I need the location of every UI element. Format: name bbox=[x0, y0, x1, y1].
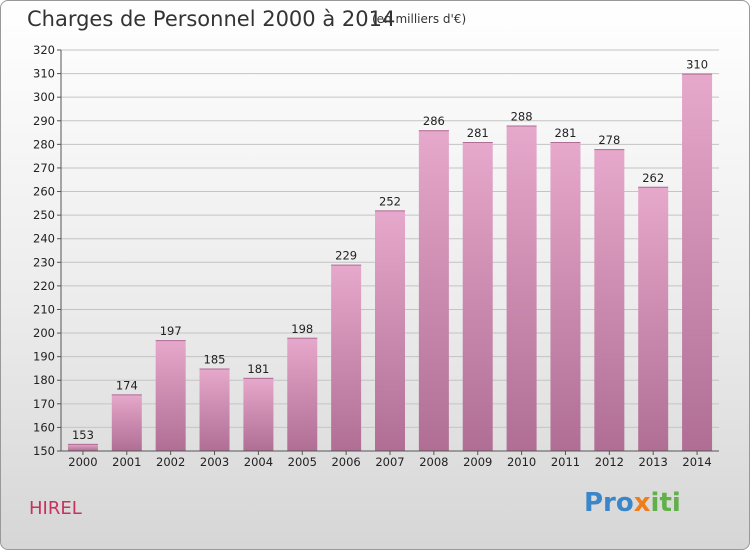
data-label: 252 bbox=[379, 194, 401, 208]
data-label: 174 bbox=[116, 378, 138, 392]
x-tick-label: 2003 bbox=[200, 455, 229, 469]
y-tick-label: 190 bbox=[33, 350, 55, 364]
bar bbox=[331, 264, 362, 451]
x-axis-ticks: 2000 2001 2002 2003 2004 2005 2006 2007 2008 2009… bbox=[68, 451, 712, 469]
y-tick-label: 150 bbox=[33, 444, 55, 458]
y-tick-label: 220 bbox=[33, 279, 55, 293]
y-axis-ticks: 150 160 170 180 190 200 210 220 230 240 250 260 270 2… bbox=[33, 43, 61, 458]
chart-subtitle: (en milliers d'€) bbox=[372, 12, 467, 26]
bar bbox=[287, 337, 318, 451]
logo-text-pro: Pro bbox=[584, 488, 634, 518]
x-tick-label: 2005 bbox=[288, 455, 317, 469]
bar bbox=[375, 210, 405, 451]
bar bbox=[638, 186, 669, 451]
y-tick-label: 200 bbox=[33, 326, 55, 340]
y-tick-label: 280 bbox=[33, 137, 55, 151]
y-tick-label: 160 bbox=[33, 420, 55, 434]
bar bbox=[243, 377, 274, 451]
proxiti-logo: Proxiti bbox=[584, 488, 681, 518]
bar bbox=[67, 443, 98, 451]
bar bbox=[111, 394, 142, 451]
x-tick-label: 2014 bbox=[682, 455, 711, 469]
y-tick-label: 310 bbox=[33, 67, 55, 81]
bar bbox=[418, 130, 449, 451]
data-label: 281 bbox=[554, 126, 576, 140]
bar bbox=[506, 125, 537, 451]
x-tick-label: 2001 bbox=[112, 455, 141, 469]
x-tick-label: 2008 bbox=[419, 455, 448, 469]
y-tick-label: 240 bbox=[33, 232, 55, 246]
data-label: 185 bbox=[204, 352, 226, 366]
x-tick-label: 2010 bbox=[507, 455, 536, 469]
data-labels: 153 174 197 185 181 198 229 252 286 281 288 281 278 2… bbox=[72, 58, 708, 442]
y-tick-label: 170 bbox=[33, 397, 55, 411]
bar bbox=[155, 340, 186, 451]
x-tick-label: 2000 bbox=[68, 455, 97, 469]
x-tick-label: 2007 bbox=[375, 455, 404, 469]
x-tick-label: 2009 bbox=[463, 455, 492, 469]
bar bbox=[682, 73, 713, 452]
data-label: 197 bbox=[160, 324, 182, 338]
bars bbox=[67, 73, 713, 452]
y-tick-label: 230 bbox=[33, 255, 55, 269]
data-label: 286 bbox=[423, 114, 445, 128]
commune-name: HIREL bbox=[29, 498, 82, 519]
bar bbox=[462, 141, 493, 451]
bar bbox=[550, 141, 581, 451]
x-tick-label: 2006 bbox=[331, 455, 360, 469]
data-label: 198 bbox=[291, 322, 313, 336]
y-tick-label: 260 bbox=[33, 185, 55, 199]
x-tick-label: 2013 bbox=[639, 455, 668, 469]
y-tick-label: 180 bbox=[33, 373, 55, 387]
data-label: 229 bbox=[335, 249, 357, 263]
x-tick-label: 2004 bbox=[244, 455, 273, 469]
chart-title: Charges de Personnel 2000 à 2014 bbox=[27, 7, 396, 31]
data-label: 288 bbox=[511, 109, 533, 123]
logo-text-iti: iti bbox=[650, 488, 681, 518]
data-label: 278 bbox=[598, 133, 620, 147]
bar bbox=[594, 149, 625, 451]
y-tick-label: 210 bbox=[33, 302, 55, 316]
data-label: 153 bbox=[72, 428, 94, 442]
data-label: 181 bbox=[247, 362, 269, 376]
data-label: 281 bbox=[467, 126, 489, 140]
data-label: 262 bbox=[642, 171, 664, 185]
y-tick-label: 290 bbox=[33, 114, 55, 128]
x-tick-label: 2012 bbox=[595, 455, 624, 469]
logo-text-x: x bbox=[633, 488, 651, 518]
y-tick-label: 270 bbox=[33, 161, 55, 175]
data-label: 310 bbox=[686, 58, 708, 72]
y-tick-label: 250 bbox=[33, 208, 55, 222]
bar bbox=[199, 368, 230, 451]
y-tick-label: 300 bbox=[33, 90, 55, 104]
x-tick-label: 2002 bbox=[156, 455, 185, 469]
x-tick-label: 2011 bbox=[551, 455, 580, 469]
y-tick-label: 320 bbox=[33, 43, 55, 57]
